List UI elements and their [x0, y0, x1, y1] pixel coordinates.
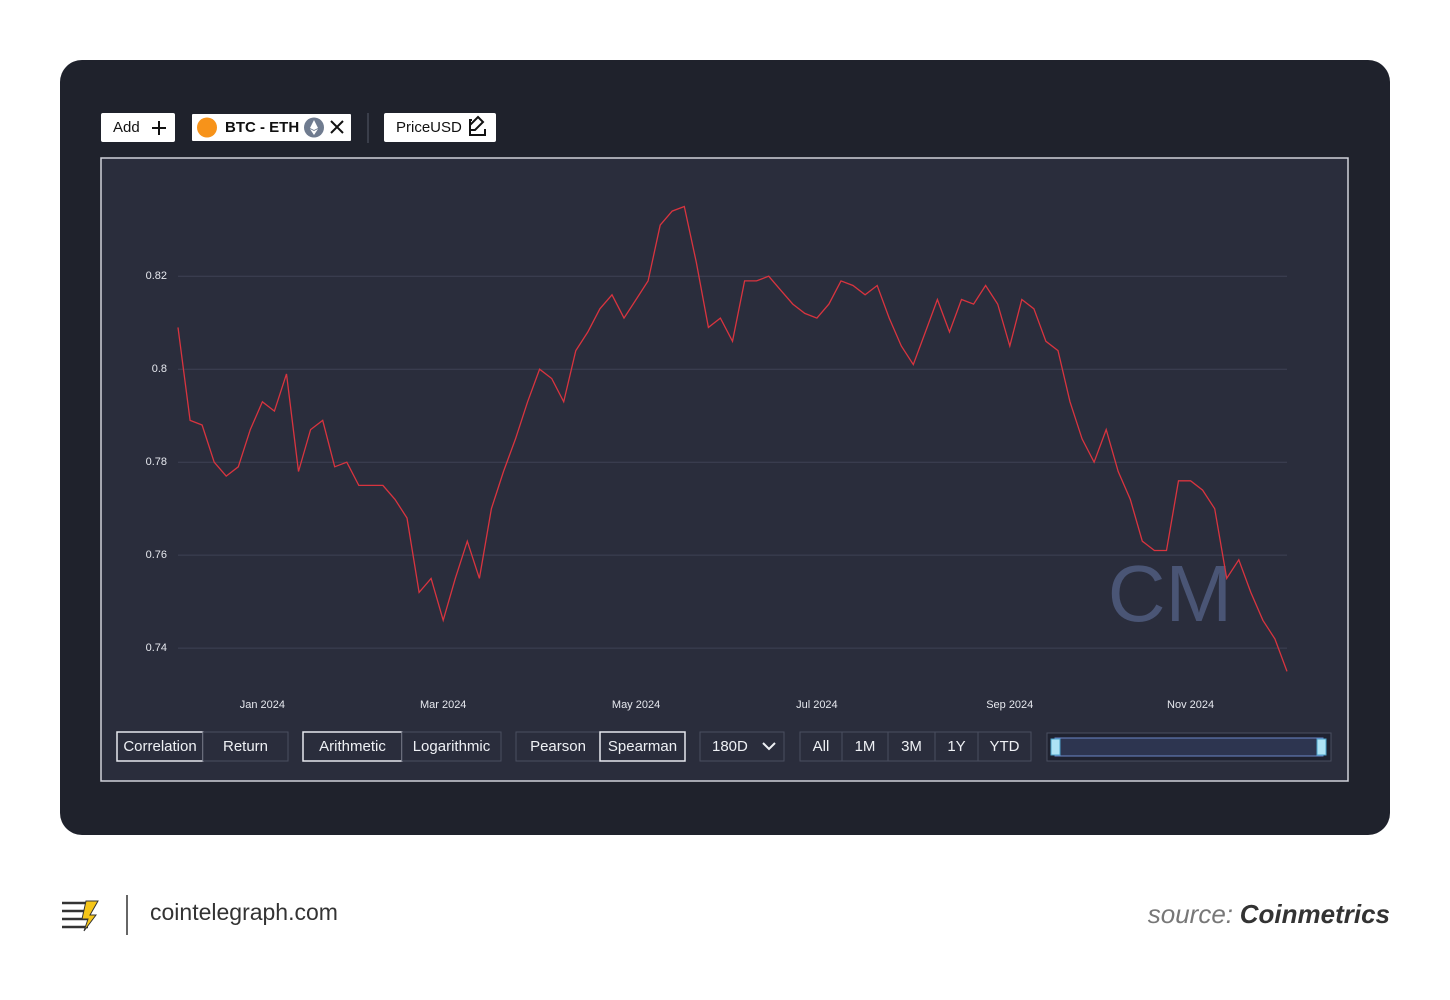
y-tick-label: 0.8: [152, 363, 167, 375]
x-tick-label: Nov 2024: [1167, 699, 1214, 711]
slider-handle[interactable]: [1050, 738, 1061, 756]
toggle-button[interactable]: [934, 731, 979, 762]
x-tick-label: May 2024: [612, 699, 660, 711]
btc-icon: [197, 117, 217, 138]
site: cointelegraph.com: [150, 899, 338, 925]
toggle-label: Pearson: [530, 738, 586, 755]
toggle-button[interactable]: [116, 731, 204, 762]
pair-label: BTC - ETH: [225, 119, 299, 136]
toggle-label: All: [813, 738, 830, 755]
y-tick-label: 0.76: [146, 549, 167, 561]
window-label: 180D: [712, 738, 748, 755]
toggle-label: YTD: [990, 738, 1020, 755]
toggle-label: Return: [223, 738, 268, 755]
toggle-label: Correlation: [123, 738, 196, 755]
toggle-button[interactable]: [302, 731, 403, 762]
toggle-label: Arithmetic: [319, 738, 386, 755]
add-label: Add: [113, 119, 140, 136]
toggle-button[interactable]: [841, 731, 889, 762]
logo: [62, 901, 88, 929]
slider-handle[interactable]: [1316, 738, 1327, 756]
toggle-button[interactable]: [515, 731, 601, 762]
toggle-button[interactable]: [401, 731, 502, 762]
metric-button[interactable]: [384, 113, 496, 142]
watermark: CM: [1108, 549, 1232, 638]
toggle-label: 1M: [855, 738, 876, 755]
plot-frame: [100, 157, 1349, 782]
add-button[interactable]: [101, 113, 175, 142]
chevron: [762, 742, 776, 751]
source: Coinmetrics: [1240, 899, 1390, 929]
toggle-label: 3M: [901, 738, 922, 755]
toggle-label: 1Y: [947, 738, 965, 755]
x-tick-label: Sep 2024: [986, 699, 1033, 711]
x-tick-label: Jan 2024: [240, 699, 285, 711]
close-icon[interactable]: [330, 120, 344, 134]
plus-icon: [152, 121, 166, 135]
data-line: [177, 205, 1288, 672]
x-tick-label: Mar 2024: [420, 699, 466, 711]
toggle-button[interactable]: [799, 731, 843, 762]
y-tick-label: 0.82: [146, 270, 167, 282]
toggle-label: Spearman: [608, 738, 677, 755]
source-label: source:: [1148, 899, 1233, 929]
logo-bolt: [81, 900, 99, 932]
y-tick-label: 0.78: [146, 456, 167, 468]
x-tick-label: Jul 2024: [796, 699, 838, 711]
toggle-button[interactable]: [202, 731, 289, 762]
edit-icon: [469, 115, 486, 136]
window-select[interactable]: [699, 731, 785, 762]
toggle-label: Logarithmic: [413, 738, 491, 755]
y-tick-label: 0.74: [146, 642, 167, 654]
eth-glyph: [310, 120, 318, 135]
metric-label: PriceUSD: [396, 119, 462, 136]
slider-track: [1054, 737, 1324, 757]
toggle-button[interactable]: [599, 731, 686, 762]
toggle-button[interactable]: [977, 731, 1032, 762]
